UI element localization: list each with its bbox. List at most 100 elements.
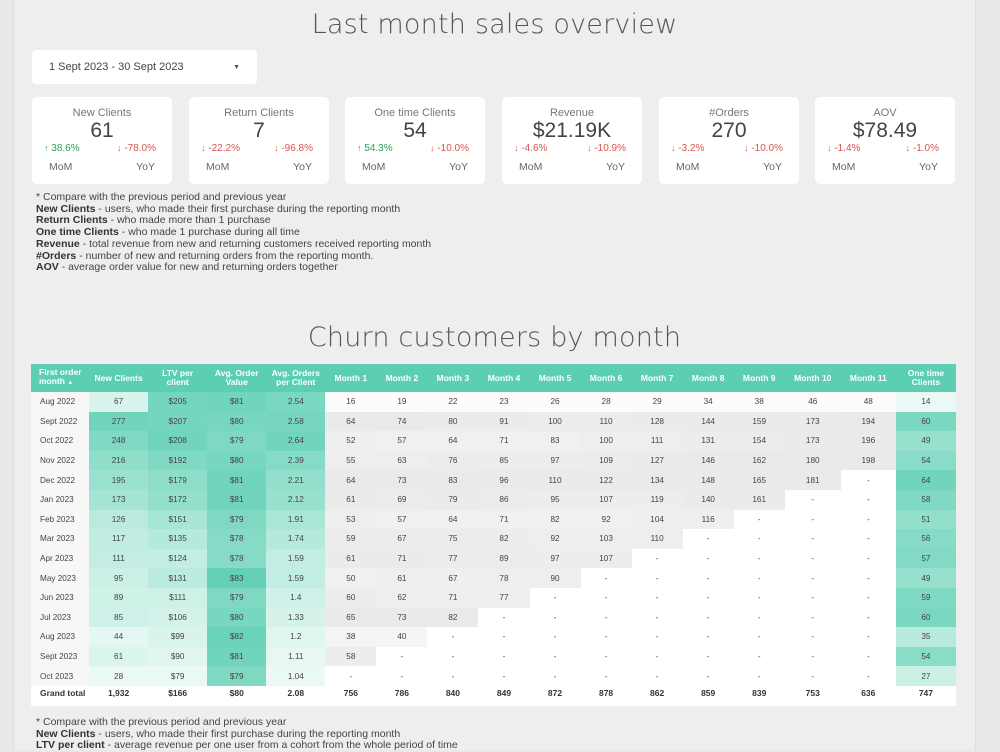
table-cell: 2.39 <box>266 450 326 471</box>
column-header[interactable]: Month 11 <box>840 364 896 392</box>
table-cell: 65 <box>325 607 377 628</box>
churn-table: First order month ▲ New Clients LTV per cl… <box>31 364 956 701</box>
table-cell: 34 <box>682 392 734 412</box>
column-header[interactable]: Month 7 <box>631 364 683 392</box>
table-cell: $81 <box>207 646 267 667</box>
column-header[interactable]: Month 3 <box>427 364 479 392</box>
column-header[interactable]: Month 5 <box>529 364 581 392</box>
table-cell: $207 <box>148 411 208 432</box>
table-cell: - <box>451 652 455 662</box>
table-row: Oct 2023 28 $79 $79 1.04- - - - - - - - - - -27 <box>31 666 956 686</box>
note-line: New Clients - users, who made their firs… <box>36 203 431 216</box>
column-header[interactable]: Month 4 <box>478 364 530 392</box>
column-header[interactable]: New Clients <box>89 364 149 392</box>
kpi-yoy-value: -1.0% <box>912 143 939 154</box>
table-cell: - <box>451 671 455 681</box>
churn-table-wrap: First order month ▲ New Clients LTV per cl… <box>31 364 956 706</box>
kpi-yoy-label: YoY <box>606 161 625 173</box>
note-term: #Orders <box>36 249 77 262</box>
table-cell: - <box>604 632 608 642</box>
table-cell: 69 <box>376 489 428 510</box>
table-cell: - <box>757 554 761 564</box>
column-header[interactable]: Month 1 <box>325 364 377 392</box>
grand-total-cell: 862 <box>631 685 683 701</box>
table-cell: 29 <box>631 392 683 412</box>
table-cell: 134 <box>631 470 683 490</box>
column-header[interactable]: Month 2 <box>376 364 428 392</box>
note-text: - average order value for new and return… <box>58 261 338 274</box>
arrow-down-icon: ↓ <box>744 143 749 153</box>
kpi-mom-label: MoM <box>676 161 700 173</box>
table-cell: - <box>400 652 404 662</box>
table-cell: 60 <box>895 607 956 628</box>
row-month-cell: Aug 2023 <box>31 627 90 647</box>
column-header[interactable]: LTV per client <box>148 364 208 392</box>
table-cell: 73 <box>376 470 428 490</box>
column-header[interactable]: First order month ▲ <box>31 364 90 392</box>
table-cell: 73 <box>376 607 428 628</box>
kpi-card-aov: AOV $78.49 ↓ -1.4% ↓ -1.0% MoM YoY <box>815 97 955 184</box>
table-cell: $205 <box>148 392 208 412</box>
kpi-label: Return Clients <box>224 107 294 119</box>
column-header[interactable]: One time Clients <box>895 364 956 392</box>
table-cell: - <box>706 652 710 662</box>
note-term: LTV per client <box>36 739 105 752</box>
table-cell: 62 <box>376 587 428 608</box>
table-cell: 127 <box>631 450 683 471</box>
kpi-mom-value: -22.2% <box>208 143 240 154</box>
table-cell: 116 <box>682 509 734 530</box>
table-cell: 165 <box>733 470 785 490</box>
sort-ascending-icon: ▲ <box>67 380 74 386</box>
arrow-down-icon: ↓ <box>514 143 519 153</box>
column-header[interactable]: Month 9 <box>733 364 785 392</box>
note-text: - average revenue per one user from a co… <box>104 739 458 752</box>
table-cell: 92 <box>529 529 581 549</box>
table-cell: 91 <box>478 411 530 432</box>
table-cell: - <box>757 514 761 524</box>
note-line: Return Clients - who made more than 1 pu… <box>36 215 431 227</box>
table-cell: $172 <box>148 489 208 510</box>
table-cell: $79 <box>207 509 267 530</box>
kpi-yoy-value: -78.0% <box>124 143 156 154</box>
table-cell: 67 <box>427 568 479 588</box>
table-cell: $111 <box>148 587 208 608</box>
column-header-label: Month 2 <box>385 372 419 383</box>
table-cell: 83 <box>529 431 581 451</box>
row-month-cell: Jul 2023 <box>31 607 90 628</box>
table-cell: 27 <box>895 666 956 686</box>
table-cell: 71 <box>376 548 428 569</box>
grand-total-cell: 756 <box>325 685 377 701</box>
table-cell: - <box>757 612 761 622</box>
table-cell: 53 <box>325 509 377 530</box>
table-cell: 60 <box>895 411 956 432</box>
table-cell: $90 <box>148 646 208 667</box>
row-month-cell: Oct 2023 <box>31 666 90 686</box>
table-cell: 64 <box>895 470 956 490</box>
table-cell: 55 <box>325 450 377 471</box>
table-cell: 49 <box>895 568 956 588</box>
column-header[interactable]: Month 6 <box>580 364 632 392</box>
table-cell: - <box>553 652 557 662</box>
table-cell: 67 <box>89 392 149 412</box>
column-header[interactable]: Month 10 <box>784 364 841 392</box>
note-text: - number of new and returning orders fro… <box>76 249 374 262</box>
column-header[interactable]: Avg. Order Value <box>207 364 267 392</box>
table-cell: 77 <box>478 587 530 608</box>
column-header[interactable]: Month 8 <box>682 364 734 392</box>
date-range-label: 1 Sept 2023 - 30 Sept 2023 <box>49 61 184 73</box>
table-cell: 83 <box>427 470 479 490</box>
table-cell: 111 <box>631 431 683 451</box>
table-cell: 61 <box>325 548 377 569</box>
date-range-selector[interactable]: 1 Sept 2023 - 30 Sept 2023 ▼ <box>32 50 257 84</box>
table-cell: - <box>811 573 815 583</box>
table-row: Nov 2022 216 $192 $80 2.39 55 63 76 85 97 109 127 14… <box>31 450 956 471</box>
kpi-label: AOV <box>873 107 897 119</box>
table-cell: $79 <box>207 666 267 686</box>
table-cell: 89 <box>478 548 530 569</box>
table-row: Aug 2023 44 $99 $82 1.2 38 40 - - - - - - - - - 35 <box>31 627 956 647</box>
kpi-mom-label: MoM <box>832 161 856 173</box>
column-header[interactable]: Avg. Orders per Client <box>266 364 326 392</box>
table-cell: 104 <box>631 509 683 530</box>
note-line: One time Clients - who made 1 purchase d… <box>36 226 431 239</box>
table-cell: - <box>502 652 506 662</box>
